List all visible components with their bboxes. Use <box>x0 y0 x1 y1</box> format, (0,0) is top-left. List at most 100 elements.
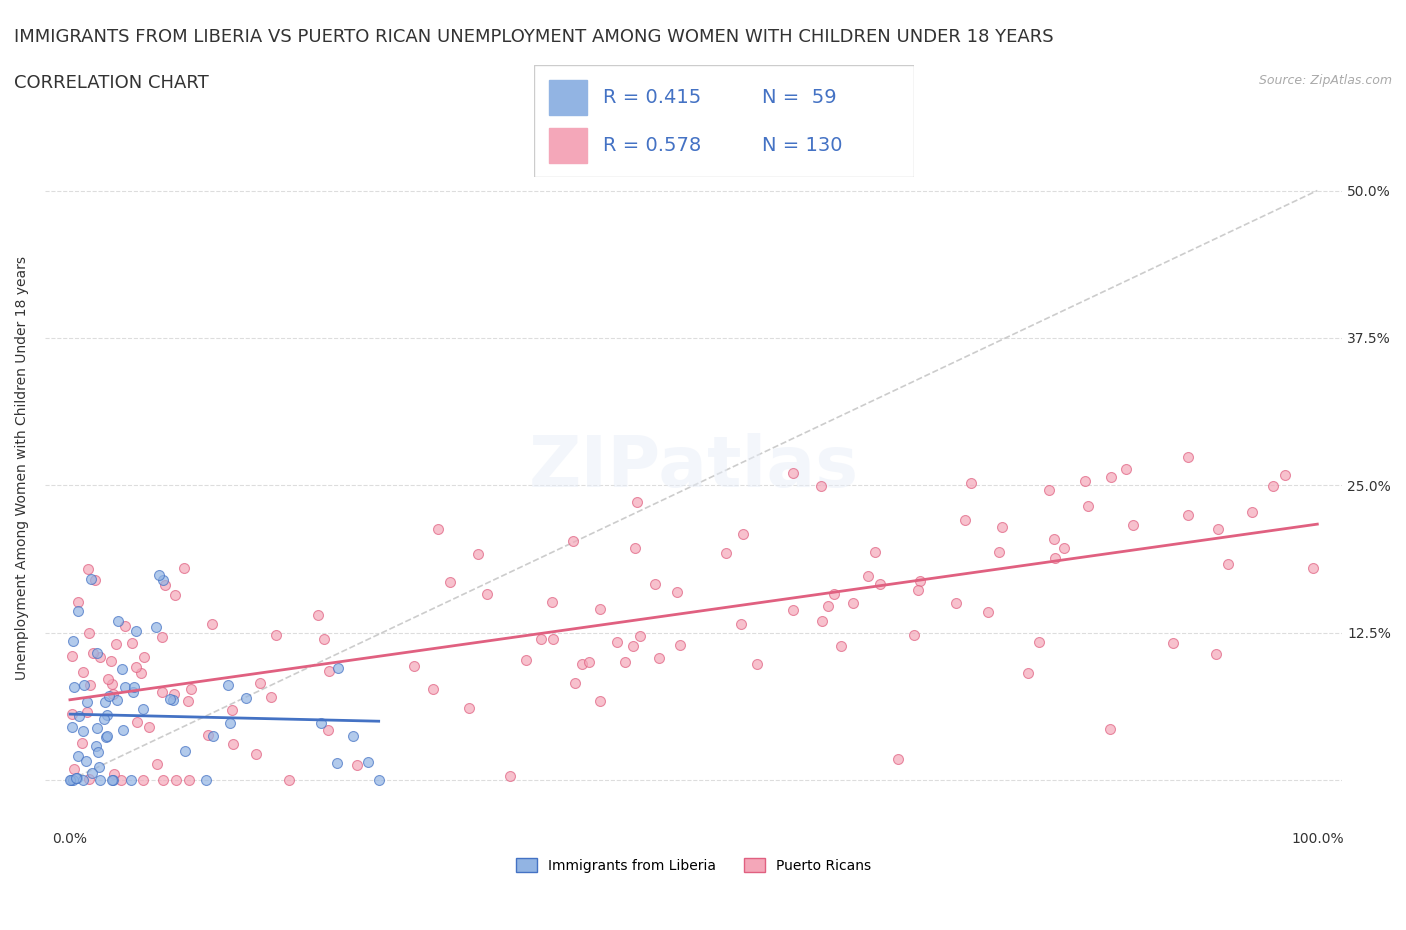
Immigrants from Liberia <box>326 756 349 771</box>
Puerto Ricans <box>830 639 852 654</box>
Puerto Ricans <box>960 475 983 490</box>
Immigrants from Liberia <box>59 773 82 788</box>
Text: N =  59: N = 59 <box>762 88 837 107</box>
Puerto Ricans <box>515 653 537 668</box>
Puerto Ricans <box>1043 551 1066 565</box>
Puerto Ricans <box>561 533 583 548</box>
Puerto Ricans <box>782 603 804 618</box>
Puerto Ricans <box>571 657 593 671</box>
Immigrants from Liberia <box>63 680 86 695</box>
Puerto Ricans <box>103 766 125 781</box>
Puerto Ricans <box>264 628 287 643</box>
Puerto Ricans <box>77 626 100 641</box>
Immigrants from Liberia <box>59 773 82 788</box>
Immigrants from Liberia <box>148 568 170 583</box>
Puerto Ricans <box>132 649 155 664</box>
Puerto Ricans <box>624 540 647 555</box>
Immigrants from Liberia <box>112 723 135 737</box>
Puerto Ricans <box>77 562 100 577</box>
Immigrants from Liberia <box>96 708 118 723</box>
Puerto Ricans <box>1302 561 1324 576</box>
Puerto Ricans <box>621 639 644 654</box>
Puerto Ricans <box>101 686 124 701</box>
Puerto Ricans <box>152 773 174 788</box>
Immigrants from Liberia <box>342 729 364 744</box>
Immigrants from Liberia <box>89 773 111 788</box>
Puerto Ricans <box>817 599 839 614</box>
Text: CORRELATION CHART: CORRELATION CHART <box>14 74 209 92</box>
Puerto Ricans <box>1017 666 1039 681</box>
Puerto Ricans <box>100 654 122 669</box>
Puerto Ricans <box>1115 462 1137 477</box>
Immigrants from Liberia <box>72 773 94 788</box>
Puerto Ricans <box>221 703 243 718</box>
Puerto Ricans <box>811 613 834 628</box>
Puerto Ricans <box>731 526 754 541</box>
Puerto Ricans <box>83 573 105 588</box>
Puerto Ricans <box>346 757 368 772</box>
Puerto Ricans <box>63 761 86 776</box>
Puerto Ricans <box>110 773 132 788</box>
Puerto Ricans <box>589 694 612 709</box>
Puerto Ricans <box>716 546 738 561</box>
Puerto Ricans <box>823 587 845 602</box>
Immigrants from Liberia <box>65 770 87 785</box>
Puerto Ricans <box>201 617 224 631</box>
Puerto Ricans <box>138 720 160 735</box>
Immigrants from Liberia <box>202 729 225 744</box>
Puerto Ricans <box>541 595 564 610</box>
Immigrants from Liberia <box>93 712 115 727</box>
Text: R = 0.578: R = 0.578 <box>603 136 700 155</box>
Puerto Ricans <box>1177 508 1199 523</box>
Puerto Ricans <box>70 736 93 751</box>
Puerto Ricans <box>467 546 489 561</box>
Immigrants from Liberia <box>309 715 332 730</box>
Puerto Ricans <box>578 655 600 670</box>
Puerto Ricans <box>644 577 666 591</box>
Immigrants from Liberia <box>62 773 84 788</box>
Puerto Ricans <box>402 659 425 674</box>
Puerto Ricans <box>150 685 173 700</box>
Text: ZIPatlas: ZIPatlas <box>529 433 859 502</box>
Puerto Ricans <box>564 676 586 691</box>
Puerto Ricans <box>439 575 461 590</box>
Immigrants from Liberia <box>94 694 117 709</box>
Puerto Ricans <box>1077 498 1099 513</box>
Puerto Ricans <box>124 660 146 675</box>
Puerto Ricans <box>1274 468 1296 483</box>
Puerto Ricans <box>499 768 522 783</box>
Puerto Ricans <box>173 561 195 576</box>
Puerto Ricans <box>1099 470 1122 485</box>
Immigrants from Liberia <box>67 604 90 618</box>
Puerto Ricans <box>648 651 671 666</box>
Immigrants from Liberia <box>98 688 121 703</box>
Immigrants from Liberia <box>195 772 218 787</box>
Immigrants from Liberia <box>96 728 118 743</box>
Puerto Ricans <box>66 595 89 610</box>
Puerto Ricans <box>97 671 120 686</box>
Immigrants from Liberia <box>62 633 84 648</box>
Immigrants from Liberia <box>162 693 184 708</box>
Puerto Ricans <box>1205 646 1227 661</box>
Immigrants from Liberia <box>80 572 103 587</box>
Puerto Ricans <box>1053 541 1076 556</box>
Puerto Ricans <box>903 628 925 643</box>
Puerto Ricans <box>730 617 752 631</box>
Puerto Ricans <box>841 595 863 610</box>
Puerto Ricans <box>278 773 301 788</box>
Puerto Ricans <box>318 723 340 737</box>
Puerto Ricans <box>132 773 155 788</box>
Puerto Ricans <box>747 657 769 671</box>
Immigrants from Liberia <box>357 755 380 770</box>
Puerto Ricans <box>475 586 498 601</box>
Puerto Ricans <box>163 686 186 701</box>
Immigrants from Liberia <box>86 721 108 736</box>
Puerto Ricans <box>945 595 967 610</box>
Immigrants from Liberia <box>84 738 107 753</box>
Immigrants from Liberia <box>107 614 129 629</box>
Puerto Ricans <box>589 602 612 617</box>
Immigrants from Liberia <box>66 771 89 786</box>
Immigrants from Liberia <box>367 773 389 788</box>
Puerto Ricans <box>991 519 1014 534</box>
Immigrants from Liberia <box>75 753 97 768</box>
